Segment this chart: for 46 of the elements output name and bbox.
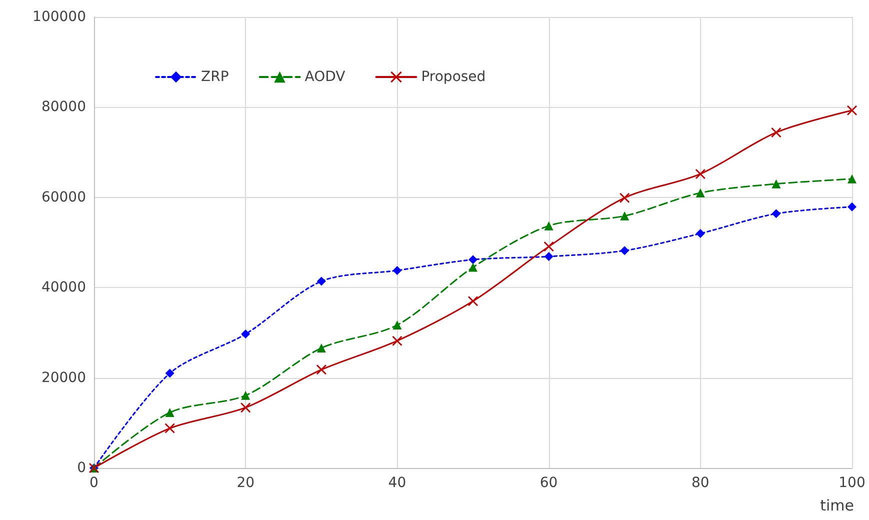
point <box>848 174 856 184</box>
point <box>468 255 478 264</box>
y-tick-label: 60000 <box>41 189 86 206</box>
y-tick-label: 100000 <box>32 9 86 25</box>
point <box>620 211 630 220</box>
x-tick-label: 20 <box>236 475 255 491</box>
legend-label: Proposed <box>421 69 486 85</box>
point <box>241 390 250 400</box>
legend-label: AODV <box>304 69 346 85</box>
point <box>392 266 402 275</box>
point <box>316 364 326 375</box>
point <box>165 408 174 418</box>
point <box>696 228 705 238</box>
x-tick-label: 40 <box>388 475 406 491</box>
point <box>544 221 554 230</box>
point <box>240 402 251 413</box>
x-tick-label: 0 <box>90 475 98 491</box>
y-tick-label: 40000 <box>41 280 86 296</box>
y-tick-label: 0 <box>77 460 86 476</box>
point <box>316 344 326 353</box>
point <box>772 179 781 188</box>
legend-label: ZRP <box>201 69 229 85</box>
point <box>468 262 478 272</box>
point <box>392 320 402 330</box>
point <box>392 336 402 346</box>
point <box>620 246 630 256</box>
point <box>847 105 857 116</box>
point <box>771 127 782 138</box>
point <box>848 202 856 212</box>
point <box>164 423 175 434</box>
point <box>468 296 478 306</box>
point <box>696 188 705 198</box>
point <box>544 242 554 252</box>
point <box>695 168 706 179</box>
y-tick-label: 80000 <box>41 99 86 116</box>
point <box>241 330 250 339</box>
x-tick-label: 60 <box>540 475 558 491</box>
point <box>620 192 630 203</box>
point <box>544 252 554 261</box>
x-axis-title: time <box>820 496 854 514</box>
x-tick-label: 100 <box>838 475 866 491</box>
point <box>165 368 174 378</box>
x-tick-label: 80 <box>691 475 710 491</box>
point <box>772 209 781 218</box>
y-tick-label: 20000 <box>41 370 86 386</box>
point <box>316 276 326 286</box>
